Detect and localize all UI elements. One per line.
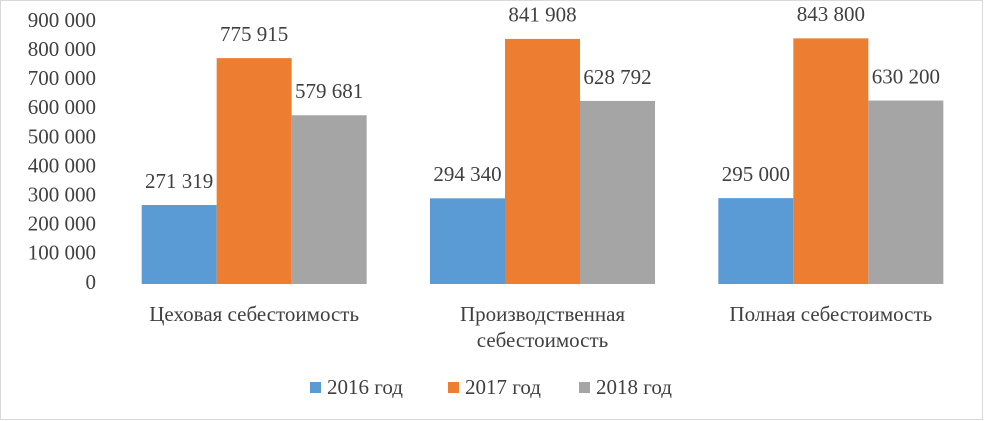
- y-tick-label: 700 000: [28, 66, 96, 90]
- bar: [718, 198, 794, 284]
- y-tick-label: 200 000: [28, 212, 96, 236]
- x-tick-label: Производственная себестоимость: [459, 302, 626, 352]
- bar: [291, 115, 367, 285]
- legend-label: 2016 год: [327, 375, 403, 399]
- data-label: 841 908: [508, 3, 576, 27]
- legend-label: 2017 год: [465, 375, 541, 399]
- bar: [580, 100, 655, 284]
- data-label: 294 340: [433, 162, 501, 186]
- bar: [141, 205, 217, 284]
- bar: [505, 38, 580, 285]
- legend-swatch: [579, 382, 590, 393]
- legend-swatch: [448, 382, 459, 393]
- bar: [793, 38, 869, 284]
- x-tick-label: Цеховая себестоимость: [149, 302, 360, 326]
- y-tick-label: 0: [86, 270, 97, 294]
- y-tick-label: 600 000: [28, 95, 96, 119]
- data-label: 630 200: [872, 64, 940, 88]
- data-label: 579 681: [295, 79, 363, 103]
- bar: [216, 58, 292, 284]
- legend-swatch: [310, 382, 321, 393]
- data-label: 843 800: [797, 2, 865, 26]
- y-tick-label: 800 000: [28, 37, 96, 61]
- data-label: 295 000: [722, 162, 790, 186]
- data-label: 271 319: [145, 169, 213, 193]
- bar: [868, 100, 944, 284]
- y-tick-label: 500 000: [28, 124, 96, 148]
- x-tick-label: Полная себестоимость: [729, 302, 933, 326]
- data-label: 775 915: [220, 22, 288, 46]
- bar: [430, 198, 505, 284]
- data-label: 628 792: [583, 65, 651, 89]
- y-tick-label: 300 000: [28, 182, 96, 206]
- y-tick-label: 400 000: [28, 153, 96, 177]
- y-tick-label: 900 000: [28, 8, 96, 32]
- y-tick-label: 100 000: [28, 241, 96, 265]
- legend-label: 2018 год: [596, 375, 672, 399]
